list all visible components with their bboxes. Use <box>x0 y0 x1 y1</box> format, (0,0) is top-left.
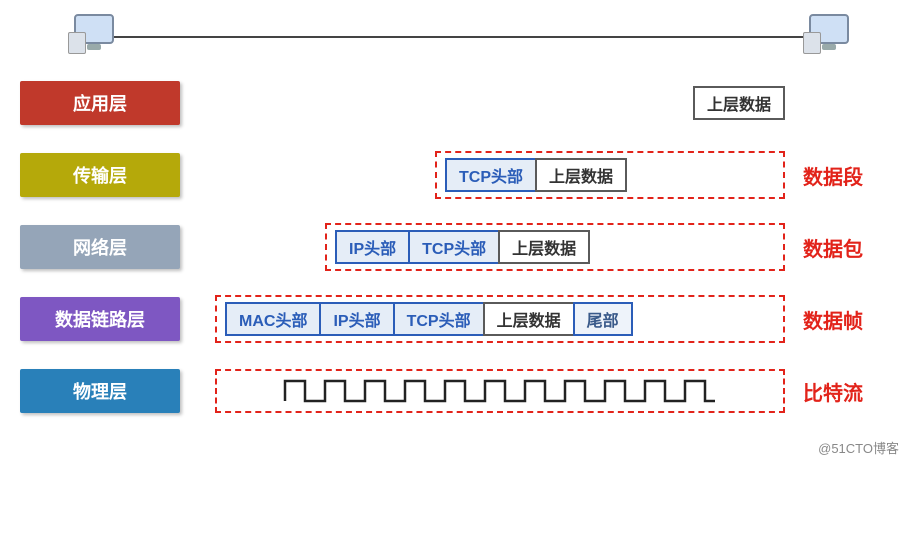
seg-ip-header: IP头部 <box>335 230 410 264</box>
segment-group: IP头部 TCP头部 上层数据 <box>335 230 590 264</box>
seg-upper-data: 上层数据 <box>498 230 590 264</box>
seg-upper-data: 上层数据 <box>483 302 575 336</box>
segment-group: MAC头部 IP头部 TCP头部 上层数据 尾部 <box>225 302 633 336</box>
segment-group: TCP头部 上层数据 <box>445 158 627 192</box>
encap-area <box>180 369 803 413</box>
seg-upper-data: 上层数据 <box>535 158 627 192</box>
seg-tcp-header: TCP头部 <box>393 302 485 336</box>
segment-group: 上层数据 <box>693 86 785 120</box>
pdu-label: 数据段 <box>803 161 903 190</box>
dashed-box: MAC头部 IP头部 TCP头部 上层数据 尾部 <box>215 295 785 343</box>
connection-line <box>110 36 813 38</box>
layer-row-application: 应用层 上层数据 <box>20 78 903 128</box>
layer-row-datalink: 数据链路层 MAC头部 IP头部 TCP头部 上层数据 尾部 数据帧 <box>20 294 903 344</box>
seg-tcp-header: TCP头部 <box>408 230 500 264</box>
layer-label: 物理层 <box>20 369 180 413</box>
layer-label: 传输层 <box>20 153 180 197</box>
layer-row-network: 网络层 IP头部 TCP头部 上层数据 数据包 <box>20 222 903 272</box>
computer-left-icon <box>70 14 118 44</box>
layer-row-physical: 物理层 比特流 <box>20 366 903 416</box>
seg-tcp-header: TCP头部 <box>445 158 537 192</box>
pdu-label: 数据包 <box>803 233 903 262</box>
seg-mac-header: MAC头部 <box>225 302 321 336</box>
watermark: @51CTO博客 <box>20 438 903 457</box>
dashed-box: IP头部 TCP头部 上层数据 <box>325 223 785 271</box>
layer-label: 数据链路层 <box>20 297 180 341</box>
encap-area: TCP头部 上层数据 <box>180 151 803 199</box>
pdu-label: 比特流 <box>803 377 903 406</box>
seg-upper-data: 上层数据 <box>693 86 785 120</box>
seg-trailer: 尾部 <box>573 302 633 336</box>
computer-right-icon <box>805 14 853 44</box>
encap-area: IP头部 TCP头部 上层数据 <box>180 223 803 271</box>
connection-row <box>60 10 863 66</box>
dashed-box: TCP头部 上层数据 <box>435 151 785 199</box>
encap-area: MAC头部 IP头部 TCP头部 上层数据 尾部 <box>180 295 803 343</box>
layer-label: 网络层 <box>20 225 180 269</box>
square-wave-icon <box>280 376 720 406</box>
pdu-label: 数据帧 <box>803 305 903 334</box>
layer-label: 应用层 <box>20 81 180 125</box>
encap-area: 上层数据 <box>180 86 803 120</box>
layer-row-transport: 传输层 TCP头部 上层数据 数据段 <box>20 150 903 200</box>
dashed-box <box>215 369 785 413</box>
seg-ip-header: IP头部 <box>319 302 394 336</box>
